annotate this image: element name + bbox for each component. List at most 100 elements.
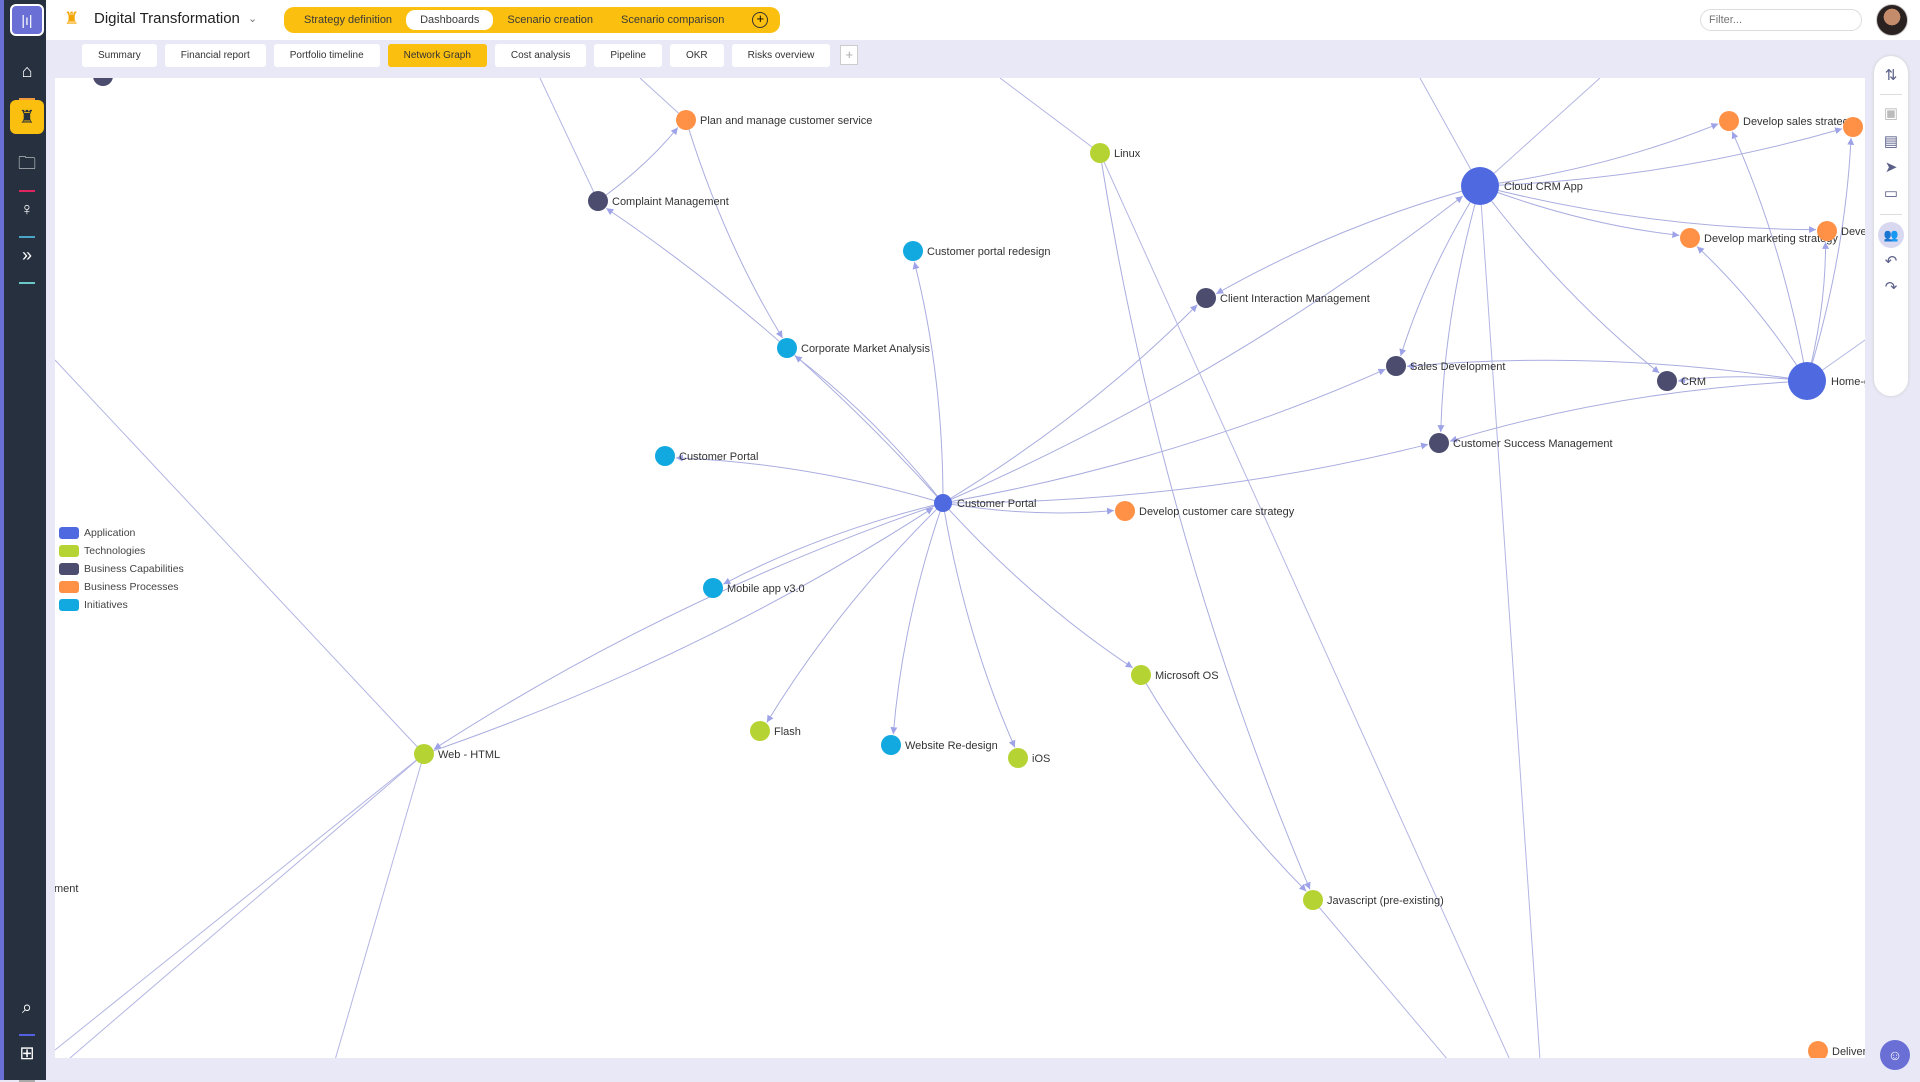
graph-node[interactable]: Deliver bbox=[1808, 1041, 1865, 1058]
graph-node[interactable]: Plan and manage customer service bbox=[676, 110, 872, 130]
node-circle[interactable] bbox=[1090, 143, 1110, 163]
node-circle[interactable] bbox=[750, 721, 770, 741]
node-circle[interactable] bbox=[655, 446, 675, 466]
user-avatar[interactable] bbox=[1876, 4, 1908, 36]
node-circle[interactable] bbox=[1008, 748, 1028, 768]
network-graph-canvas[interactable]: Plan and manage customer service Linux Com… bbox=[55, 78, 1865, 1058]
node-circle[interactable] bbox=[1196, 288, 1216, 308]
legend-item[interactable]: Application bbox=[59, 524, 184, 542]
lightbulb-icon[interactable]: ♀ bbox=[10, 192, 44, 238]
graph-node[interactable]: Microsoft OS bbox=[1131, 665, 1219, 685]
graph-node[interactable]: Customer Success Management bbox=[1429, 433, 1613, 453]
tab-cost-analysis[interactable]: Cost analysis bbox=[494, 44, 587, 67]
graph-node[interactable]: ment bbox=[55, 883, 78, 895]
tab-okr[interactable]: OKR bbox=[669, 44, 724, 67]
graph-node[interactable]: CRM bbox=[1657, 371, 1706, 391]
node-circle[interactable] bbox=[1131, 665, 1151, 685]
node-circle[interactable] bbox=[1429, 433, 1449, 453]
graph-node[interactable]: Corporate Market Analysis bbox=[777, 338, 930, 358]
node-circle[interactable] bbox=[414, 744, 434, 764]
strategy-icon[interactable]: ♜ bbox=[10, 100, 44, 134]
assistant-bot-icon[interactable]: ☺ bbox=[1880, 1040, 1910, 1070]
node-circle[interactable] bbox=[1386, 356, 1406, 376]
tab-pipeline[interactable]: Pipeline bbox=[594, 44, 662, 67]
graph-node[interactable]: Customer Portal bbox=[934, 494, 1036, 512]
node-circle[interactable] bbox=[1788, 362, 1826, 400]
add-icon[interactable]: + bbox=[752, 12, 769, 28]
graph-node[interactable]: Client Interaction Management bbox=[1196, 288, 1370, 308]
graph-node[interactable]: Website Re-design bbox=[881, 735, 998, 755]
presentation-icon[interactable]: ▭ bbox=[1883, 185, 1899, 202]
add-tab-button[interactable]: + bbox=[840, 45, 859, 65]
node-circle[interactable] bbox=[1461, 167, 1499, 205]
topnav-scenario-creation[interactable]: Scenario creation bbox=[507, 14, 593, 26]
graph-node[interactable]: iOS bbox=[1008, 748, 1050, 768]
home-icon[interactable]: ⌂ bbox=[10, 54, 44, 100]
node-circle[interactable] bbox=[881, 735, 901, 755]
tab-portfolio-timeline[interactable]: Portfolio timeline bbox=[273, 44, 380, 67]
project-title[interactable]: Digital Transformation bbox=[94, 10, 240, 27]
node-circle[interactable] bbox=[588, 191, 608, 211]
tab-network-graph[interactable]: Network Graph bbox=[387, 44, 487, 67]
node-circle[interactable] bbox=[1303, 890, 1323, 910]
topnav-dashboards[interactable]: Dashboards bbox=[406, 10, 494, 30]
send-icon[interactable]: ➤ bbox=[1884, 159, 1898, 176]
node-circle[interactable] bbox=[1680, 228, 1700, 248]
node-circle[interactable] bbox=[1719, 111, 1739, 131]
graph-node[interactable]: Javascript (pre-existing) bbox=[1303, 890, 1444, 910]
tab-risks-overview[interactable]: Risks overview bbox=[731, 44, 831, 67]
book-icon[interactable]: ▤ bbox=[1883, 133, 1899, 150]
graph-node[interactable]: Develop sales strategy bbox=[1719, 111, 1855, 131]
node-circle[interactable] bbox=[676, 110, 696, 130]
graph-node[interactable]: Complaint Management bbox=[588, 191, 729, 211]
graph-node[interactable]: Deve bbox=[1817, 221, 1865, 241]
node-label: Develop customer care strategy bbox=[1139, 506, 1295, 518]
graph-node[interactable]: Customer Portal bbox=[655, 446, 758, 466]
legend-item[interactable]: Business Processes bbox=[59, 578, 184, 596]
node-circle[interactable] bbox=[903, 241, 923, 261]
legend-item[interactable]: Initiatives bbox=[59, 596, 184, 614]
graph-node[interactable]: Web - HTML bbox=[414, 744, 500, 764]
node-circle[interactable] bbox=[1808, 1041, 1828, 1058]
graph-node[interactable]: Customer portal redesign bbox=[903, 241, 1051, 261]
app-logo[interactable]: |ı| bbox=[10, 4, 44, 36]
redo-icon[interactable]: ↷ bbox=[1884, 279, 1898, 296]
undo-icon[interactable]: ↶ bbox=[1884, 253, 1898, 270]
save-icon[interactable]: ▣ bbox=[1883, 105, 1899, 122]
node-circle[interactable] bbox=[1843, 117, 1863, 137]
graph-node[interactable]: Home-g bbox=[1788, 362, 1865, 400]
topnav-scenario-comparison[interactable]: Scenario comparison bbox=[621, 14, 725, 26]
filter-input[interactable] bbox=[1700, 9, 1862, 31]
node-circle[interactable] bbox=[1817, 221, 1837, 241]
node-circle[interactable] bbox=[1657, 371, 1677, 391]
tab-financial-report[interactable]: Financial report bbox=[164, 44, 266, 67]
graph-node[interactable]: Cloud CRM App bbox=[1461, 167, 1583, 205]
legend-item[interactable]: Technologies bbox=[59, 542, 184, 560]
legend-item[interactable]: Business Capabilities bbox=[59, 560, 184, 578]
graph-node[interactable] bbox=[93, 78, 113, 86]
users-icon[interactable]: 👥 bbox=[1878, 222, 1904, 248]
search-icon[interactable]: ⌕ bbox=[10, 990, 44, 1036]
graph-edge bbox=[1696, 246, 1808, 382]
add-icon[interactable]: ⊞ bbox=[10, 1036, 44, 1082]
node-circle[interactable] bbox=[93, 78, 113, 86]
node-circle[interactable] bbox=[777, 338, 797, 358]
folder-icon[interactable]: 🗀 bbox=[10, 146, 44, 192]
graph-node[interactable]: Develop customer care strategy bbox=[1115, 501, 1295, 521]
node-circle[interactable] bbox=[1115, 501, 1135, 521]
chevrons-right-icon[interactable]: » bbox=[10, 238, 44, 284]
tab-summary[interactable]: Summary bbox=[82, 44, 157, 67]
topnav-strategy-definition[interactable]: Strategy definition bbox=[304, 14, 393, 26]
node-circle[interactable] bbox=[703, 578, 723, 598]
legend-label: Technologies bbox=[84, 545, 146, 557]
chevron-down-icon[interactable]: ⌄ bbox=[248, 13, 258, 25]
graph-node[interactable]: Flash bbox=[750, 721, 801, 741]
sliders-icon[interactable]: ⇅ bbox=[1884, 67, 1898, 84]
graph-node[interactable]: Linux bbox=[1090, 143, 1141, 163]
network-graph[interactable]: Plan and manage customer service Linux Com… bbox=[55, 78, 1865, 1058]
graph-node[interactable]: Mobile app v3.0 bbox=[703, 578, 805, 598]
node-circle[interactable] bbox=[934, 494, 952, 512]
graph-node[interactable]: Sales Development bbox=[1386, 356, 1505, 376]
graph-node[interactable] bbox=[1843, 117, 1863, 137]
graph-node[interactable]: Develop marketing strategy bbox=[1680, 228, 1838, 248]
